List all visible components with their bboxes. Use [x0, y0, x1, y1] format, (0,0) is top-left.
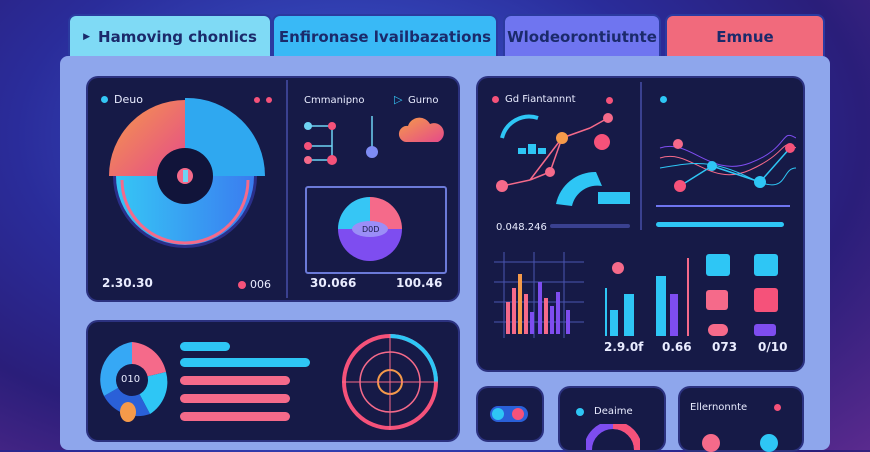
- ring-chart: [100, 342, 168, 422]
- play-icon: ▶: [83, 32, 91, 42]
- status-dot: [101, 96, 108, 103]
- card-title: Deuo: [114, 93, 143, 106]
- status-dot: [606, 97, 613, 104]
- line-network-chart: [656, 134, 796, 207]
- network-chart: [496, 113, 630, 206]
- pie-label: D0D: [362, 225, 380, 234]
- tab-emnue[interactable]: Emnue: [665, 14, 825, 60]
- card-deaime: [560, 388, 664, 450]
- card-title: Ellernonnte: [690, 402, 748, 413]
- card-ellernonnte: [680, 388, 802, 450]
- value-label: 073: [712, 340, 738, 354]
- value-left: 30.066: [310, 276, 357, 290]
- gauge-icon: [586, 424, 640, 450]
- status-dot: [660, 96, 667, 103]
- progress-bar: [180, 376, 290, 385]
- progress-bar: [180, 412, 290, 421]
- status-dot: [760, 434, 778, 452]
- card-title: Cmmanipno: [304, 95, 365, 106]
- value-label: 0.66: [662, 340, 692, 354]
- tab-wlodeor[interactable]: Wlodeorontiutnte: [503, 14, 661, 60]
- value-label: 2.9.0f: [604, 340, 644, 354]
- value-right: 006: [250, 278, 271, 291]
- cloud-icon: [398, 117, 444, 142]
- card-divider: [640, 82, 642, 230]
- play-icon: ▷: [394, 93, 403, 106]
- tab-hamoving[interactable]: ▶ Hamoving chonlics: [68, 14, 272, 60]
- tab-label: Wlodeorontiutnte: [507, 28, 657, 46]
- tab-label: Enfironase lvailbazations: [278, 28, 492, 46]
- bar-chart: [605, 258, 689, 336]
- status-dot: [238, 281, 246, 289]
- status-dot: [492, 96, 499, 103]
- toggle-switch[interactable]: [490, 406, 528, 422]
- value-text: 0.048.246: [496, 222, 547, 233]
- menu-dot[interactable]: [266, 97, 272, 103]
- value-label: 0/10: [758, 340, 788, 354]
- tab-label: Hamoving chonlics: [98, 28, 257, 46]
- tab-enfironase[interactable]: Enfironase lvailbazations: [272, 14, 498, 60]
- donut-chart-icon: [109, 97, 265, 248]
- status-dot: [576, 408, 584, 416]
- progress-bar: [180, 358, 310, 367]
- value-right: 100.46: [396, 276, 443, 290]
- card-divider: [286, 80, 288, 298]
- progress-bar: [180, 394, 290, 403]
- progress-bar: [656, 222, 784, 227]
- icon-grid: [706, 254, 778, 336]
- grid-bar-chart: [494, 252, 584, 338]
- toggle-knob: [512, 408, 524, 420]
- menu-dot[interactable]: [774, 404, 781, 411]
- tab-label: Emnue: [716, 28, 774, 46]
- legend-label: Gurno: [408, 95, 439, 106]
- toggle-knob: [492, 408, 504, 420]
- card-title: Gd Fiantannnt: [505, 94, 576, 105]
- pie-box: [305, 186, 447, 274]
- progress-bar: [550, 224, 630, 228]
- status-dot: [702, 434, 720, 452]
- pie-chart-icon: [338, 197, 402, 261]
- progress-bar: [180, 342, 230, 351]
- target-gauge: [342, 334, 438, 430]
- node-graph-icon: [304, 116, 378, 165]
- value-left: 2.30.30: [102, 276, 153, 290]
- card-title: Deaime: [594, 406, 633, 417]
- ring-label: 010: [121, 374, 141, 385]
- menu-dot[interactable]: [254, 97, 260, 103]
